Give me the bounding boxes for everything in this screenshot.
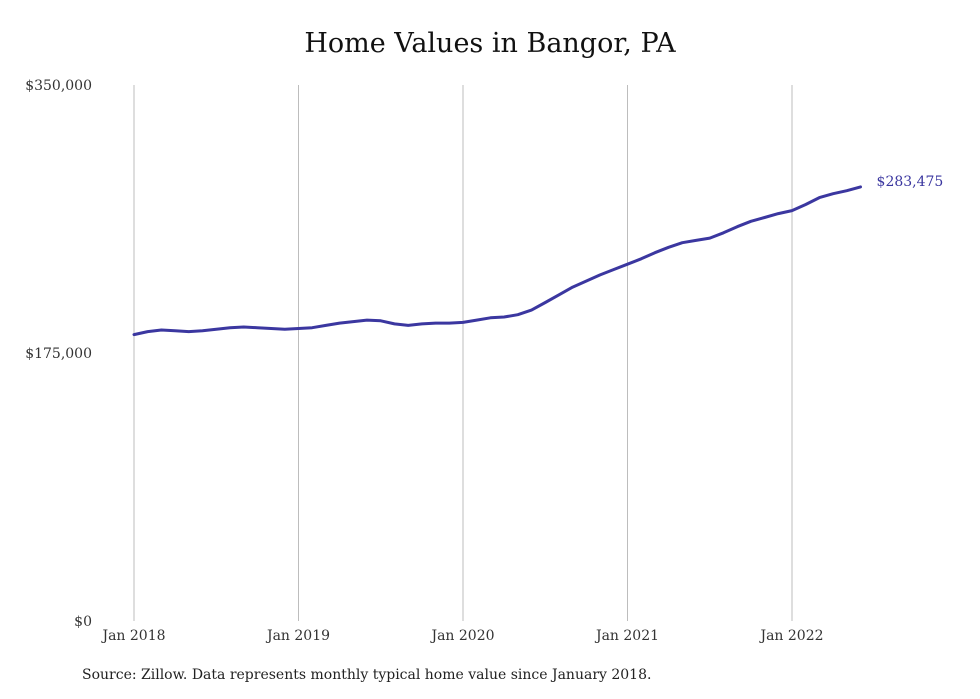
- y-tick-label: $350,000: [25, 78, 92, 94]
- y-tick-label: $0: [74, 614, 92, 630]
- chart-title: Home Values in Bangor, PA: [304, 28, 676, 59]
- x-axis-ticks: Jan 2018 Jan 2019 Jan 2020 Jan 2021 Jan 2022: [100, 628, 823, 644]
- series-line: [132, 185, 862, 337]
- grid-lines: [133, 85, 793, 621]
- x-tick-label: Jan 2019: [265, 628, 330, 644]
- y-tick-label: $175,000: [25, 346, 92, 362]
- series-layer: [132, 185, 862, 337]
- x-tick-label: Jan 2021: [594, 628, 659, 644]
- source-note: Source: Zillow. Data represents monthly …: [82, 667, 652, 683]
- x-tick-label: Jan 2022: [758, 628, 823, 644]
- x-tick-label: Jan 2018: [100, 628, 165, 644]
- y-axis-ticks: $0 $175,000 $350,000: [25, 78, 92, 630]
- end-value-label: $283,475: [877, 174, 944, 190]
- data-labels: $283,475: [877, 174, 944, 190]
- x-tick-label: Jan 2020: [429, 628, 494, 644]
